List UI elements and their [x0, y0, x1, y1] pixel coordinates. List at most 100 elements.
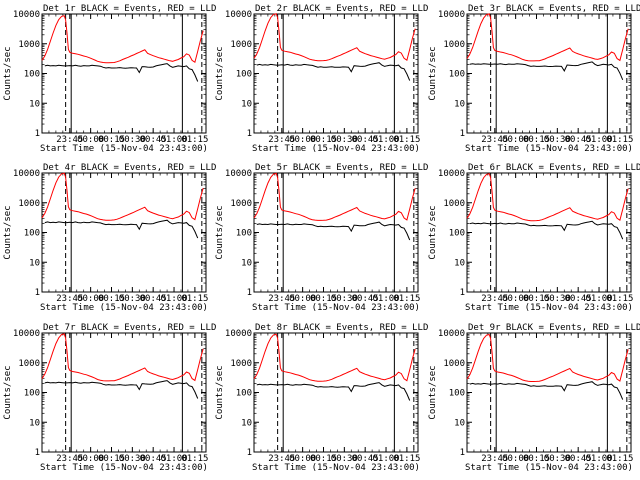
events-series-line	[256, 221, 411, 241]
x-tick-label: 00:00	[289, 294, 316, 304]
x-axis-label: Start Time (15-Nov-04 23:43:00)	[252, 303, 420, 313]
y-tick-label: 1	[247, 129, 252, 139]
y-axis-label: Counts/sec	[215, 365, 225, 419]
x-tick-label: 00:45	[565, 454, 592, 464]
x-tick-label: 00:15	[310, 454, 337, 464]
x-tick-label: 00:45	[140, 135, 167, 145]
x-tick-label: 00:15	[310, 294, 337, 304]
y-tick-label: 10	[454, 418, 465, 428]
x-tick-label: 23:45	[56, 294, 83, 304]
x-tick-label: 00:15	[523, 454, 550, 464]
x-tick-label: 00:30	[119, 294, 146, 304]
panel-title: Det 3r BLACK = Events, RED = LLD	[468, 4, 640, 14]
x-tick-label: 00:00	[502, 454, 529, 464]
detector-panel-3: 1 10 100 1000 10000 23:4500:0000:1500:3000:45…	[428, 4, 640, 154]
y-tick-label: 1000	[443, 359, 465, 369]
x-axis-label: Start Time (15-Nov-04 23:43:00)	[465, 463, 633, 473]
y-tick-label: 10	[241, 258, 252, 268]
y-tick-label: 10000	[13, 329, 40, 339]
y-tick-label: 1	[247, 448, 252, 458]
x-tick-label: 01:15	[181, 135, 208, 145]
panel-title: Det 6r BLACK = Events, RED = LLD	[468, 163, 640, 173]
y-tick-label: 1000	[230, 40, 252, 50]
x-tick-label: 01:00	[372, 454, 399, 464]
detector-panel-6: 1 10 100 1000 10000 23:4500:0000:1500:3000:45…	[428, 163, 640, 313]
events-series-line	[256, 382, 411, 401]
y-tick-label: 1000	[230, 359, 252, 369]
lld-series-line	[253, 13, 416, 62]
lld-series-line	[466, 173, 629, 222]
y-axis-label: Counts/sec	[3, 46, 13, 100]
x-tick-label: 00:30	[331, 135, 358, 145]
x-tick-label: 23:45	[481, 294, 508, 304]
events-series-line	[256, 62, 411, 81]
events-series-line	[44, 63, 199, 82]
detector-panel-2: 1 10 100 1000 10000 23:4500:0000:1500:3000:45…	[215, 4, 428, 154]
x-tick-label: 00:45	[565, 294, 592, 304]
panel-title: Det 7r BLACK = Events, RED = LLD	[43, 323, 216, 333]
y-tick-label: 1000	[18, 40, 40, 50]
x-tick-label: 01:00	[372, 294, 399, 304]
y-tick-label: 1000	[18, 359, 40, 369]
x-tick-label: 00:30	[544, 454, 571, 464]
x-tick-label: 00:15	[98, 294, 125, 304]
y-tick-label: 1000	[443, 199, 465, 209]
lld-series-line	[41, 172, 204, 221]
events-series-line	[469, 220, 624, 240]
x-tick-label: 01:15	[606, 135, 633, 145]
y-tick-label: 10	[241, 418, 252, 428]
y-axis-label: Counts/sec	[428, 365, 438, 419]
y-tick-label: 10	[29, 418, 40, 428]
y-tick-label: 100	[449, 389, 465, 399]
panel-title: Det 1r BLACK = Events, RED = LLD	[43, 4, 216, 14]
x-tick-label: 23:45	[56, 454, 83, 464]
y-tick-label: 100	[449, 229, 465, 239]
x-axis-label: Start Time (15-Nov-04 23:43:00)	[252, 144, 420, 154]
y-axis-label: Counts/sec	[215, 46, 225, 100]
x-tick-label: 01:00	[160, 454, 187, 464]
y-tick-label: 100	[24, 389, 40, 399]
events-series-line	[44, 380, 199, 399]
y-tick-label: 1000	[18, 199, 40, 209]
detector-panel-9: 1 10 100 1000 10000 23:4500:0000:1500:3000:45…	[428, 323, 640, 473]
y-tick-label: 10000	[13, 169, 40, 179]
y-axis-label: Counts/sec	[428, 46, 438, 100]
x-tick-label: 00:15	[98, 454, 125, 464]
y-tick-label: 10	[241, 99, 252, 109]
detector-panel-4: 1 10 100 1000 10000 23:4500:0000:1500:3000:45…	[3, 163, 216, 313]
detector-panel-5: 1 10 100 1000 10000 23:4500:0000:1500:3000:45…	[215, 163, 428, 313]
y-tick-label: 10000	[225, 10, 252, 20]
x-tick-label: 00:15	[523, 135, 550, 145]
x-tick-label: 00:00	[289, 454, 316, 464]
x-axis-label: Start Time (15-Nov-04 23:43:00)	[40, 144, 208, 154]
x-axis-label: Start Time (15-Nov-04 23:43:00)	[252, 463, 420, 473]
x-axis-label: Start Time (15-Nov-04 23:43:00)	[40, 303, 208, 313]
x-tick-label: 01:00	[585, 135, 612, 145]
x-tick-label: 00:00	[77, 454, 104, 464]
lld-series-line	[41, 333, 204, 382]
x-tick-label: 01:15	[606, 454, 633, 464]
x-tick-label: 01:00	[585, 294, 612, 304]
y-tick-label: 100	[236, 70, 252, 80]
x-tick-label: 01:15	[393, 135, 420, 145]
y-tick-label: 100	[24, 70, 40, 80]
y-tick-label: 1	[460, 129, 465, 139]
x-axis-label: Start Time (15-Nov-04 23:43:00)	[465, 303, 633, 313]
y-tick-label: 10	[454, 258, 465, 268]
x-tick-label: 01:15	[181, 454, 208, 464]
x-tick-label: 00:30	[544, 135, 571, 145]
y-tick-label: 1	[460, 288, 465, 298]
y-tick-label: 1	[35, 448, 40, 458]
x-axis-label: Start Time (15-Nov-04 23:43:00)	[40, 463, 208, 473]
x-tick-label: 00:30	[544, 294, 571, 304]
y-tick-label: 10	[29, 99, 40, 109]
y-tick-label: 100	[236, 229, 252, 239]
y-axis-label: Counts/sec	[428, 205, 438, 259]
x-tick-label: 01:00	[372, 135, 399, 145]
x-tick-label: 00:45	[140, 454, 167, 464]
detector-panel-1: 1 10 100 1000 10000 23:4500:0000:1500:3000:45…	[3, 4, 216, 154]
x-tick-label: 01:00	[160, 135, 187, 145]
x-tick-label: 00:45	[352, 294, 379, 304]
y-axis-label: Counts/sec	[3, 365, 13, 419]
